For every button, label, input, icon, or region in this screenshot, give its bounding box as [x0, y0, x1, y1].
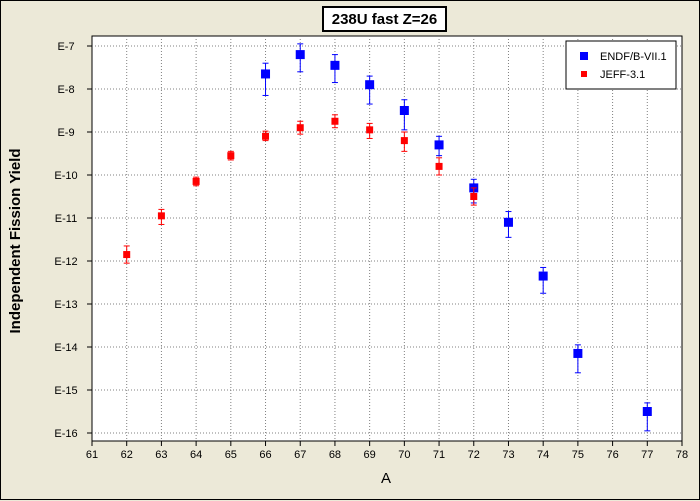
data-point: [192, 177, 200, 185]
data-point: [330, 60, 340, 70]
data-point: [435, 162, 443, 170]
y-tick-label: E-10: [54, 170, 77, 182]
series-layer: [123, 43, 652, 432]
y-tick-label: E-9: [57, 127, 74, 139]
x-tick-label: 68: [329, 449, 341, 461]
y-tick-label: E-14: [54, 342, 77, 354]
data-point: [573, 348, 583, 358]
data-point: [295, 50, 305, 60]
x-tick-label: 73: [502, 449, 514, 461]
x-tick-label: 71: [433, 449, 445, 461]
data-point: [366, 126, 374, 134]
y-axis-ticks: E-7 E-8 E-9 E-10 E-11 E-12 E-13 E-14 E-15 E-16: [54, 41, 92, 440]
x-tick-label: 69: [364, 449, 376, 461]
y-tick-label: E-11: [55, 213, 77, 225]
x-tick-label: 72: [468, 449, 480, 461]
series-jeff: [123, 114, 478, 264]
y-tick-label: E-15: [54, 385, 77, 397]
x-tick-label: 77: [641, 449, 653, 461]
x-tick-label: 65: [225, 449, 237, 461]
x-tick-label: 70: [398, 449, 410, 461]
data-point: [261, 69, 271, 79]
data-point: [434, 140, 444, 150]
x-tick-label: 74: [537, 449, 549, 461]
data-point: [123, 251, 131, 259]
x-tick-label: 61: [86, 449, 98, 461]
data-point: [296, 124, 304, 132]
x-tick-label: 64: [190, 449, 202, 461]
legend-marker-endf: [580, 52, 588, 60]
legend-label-jeff: JEFF-3.1: [600, 69, 645, 81]
x-axis-label: A: [381, 470, 391, 487]
data-point: [503, 217, 513, 227]
plot-area: [91, 35, 683, 442]
grid-lines: [92, 36, 682, 441]
data-point: [227, 152, 235, 160]
chart-title-box: 238U fast Z=26: [322, 6, 447, 32]
x-tick-label: 63: [155, 449, 167, 461]
data-point: [642, 407, 652, 416]
x-tick-label: 78: [676, 449, 688, 461]
data-point: [331, 117, 339, 125]
y-tick-label: E-13: [54, 299, 77, 311]
x-tick-label: 76: [606, 449, 618, 461]
data-point: [399, 106, 409, 115]
x-tick-label: 67: [294, 449, 306, 461]
x-tick-label: 75: [572, 449, 584, 461]
y-tick-label: E-16: [54, 428, 77, 440]
data-point: [400, 137, 408, 145]
x-tick-label: 66: [259, 449, 271, 461]
data-point: [470, 193, 478, 200]
legend-marker-jeff: [581, 71, 587, 77]
y-tick-label: E-12: [54, 256, 77, 268]
x-tick-label: 62: [121, 449, 133, 461]
y-tick-label: E-8: [57, 84, 74, 96]
data-point: [262, 132, 270, 140]
chart-title: 238U fast Z=26: [332, 11, 437, 28]
data-point: [157, 212, 165, 220]
x-axis-ticks: 61 62 63 64 65 66 67 68 69 70 71 72 73 74 75 76 77 78: [86, 441, 688, 461]
data-point: [365, 80, 375, 90]
data-point: [538, 271, 548, 281]
legend: ENDF/B-VII.1 JEFF-3.1: [565, 40, 677, 90]
y-axis-label: Independent Fission Yield: [7, 148, 24, 333]
y-tick-label: E-7: [57, 41, 74, 53]
legend-label-endf: ENDF/B-VII.1: [600, 51, 667, 63]
